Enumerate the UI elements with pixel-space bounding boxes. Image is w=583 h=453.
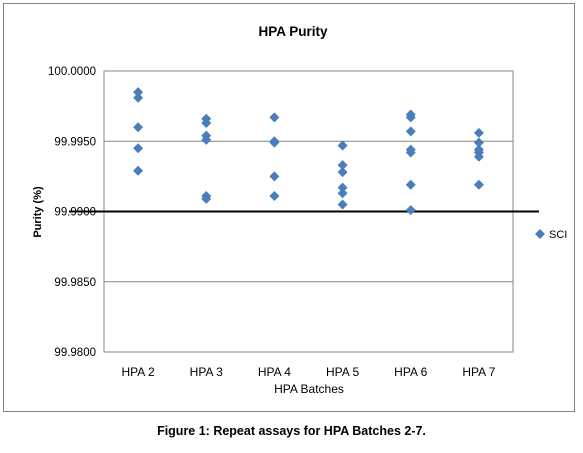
legend-label: SCI [549, 229, 567, 241]
data-point [337, 160, 348, 171]
data-point [405, 179, 416, 190]
y-axis-title: Purity (%) [32, 186, 44, 238]
data-points [133, 87, 484, 216]
data-point [337, 167, 348, 178]
y-tick-label: 99.9800 [54, 347, 96, 359]
data-point [405, 205, 416, 216]
x-tick-label: HPA 5 [326, 365, 359, 379]
data-point [473, 137, 484, 148]
data-point [269, 171, 280, 182]
x-axis-title: HPA Batches [274, 382, 344, 396]
data-point [201, 193, 212, 204]
data-point [405, 147, 416, 158]
data-point [133, 92, 144, 103]
data-point [133, 87, 144, 98]
chart-svg: HPA Purity 99.980099.985099.990099.99501… [32, 24, 567, 396]
figure-caption: Figure 1: Repeat assays for HPA Batches … [157, 424, 426, 438]
data-point [269, 137, 280, 148]
data-point [473, 127, 484, 138]
x-tick-labels: HPA 2 HPA 3 HPA 4 HPA 5 HPA 6 HPA 7 [122, 365, 496, 379]
data-point [405, 112, 416, 123]
data-point [133, 143, 144, 154]
data-point [337, 140, 348, 151]
x-tick-label: HPA 7 [462, 365, 495, 379]
data-point [133, 165, 144, 176]
data-point [337, 182, 348, 193]
x-tick-label: HPA 2 [122, 365, 155, 379]
chart-frame: HPA Purity 99.980099.985099.990099.99501… [3, 3, 575, 412]
data-point [337, 188, 348, 199]
data-point [473, 151, 484, 162]
x-tick-label: HPA 4 [258, 365, 291, 379]
x-tick-label: HPA 6 [394, 365, 427, 379]
data-point [269, 191, 280, 202]
data-point [473, 179, 484, 190]
y-tick-label: 99.9850 [54, 277, 96, 289]
chart-title: HPA Purity [258, 24, 328, 39]
data-point [337, 199, 348, 210]
legend: SCI [535, 229, 567, 241]
legend-marker [535, 229, 545, 239]
y-tick-label: 100.0000 [48, 66, 96, 78]
data-point [201, 134, 212, 145]
data-point [269, 112, 280, 123]
x-tick-label: HPA 3 [190, 365, 223, 379]
data-point [133, 122, 144, 133]
data-point [405, 126, 416, 137]
data-point [201, 117, 212, 128]
y-tick-label: 99.9950 [54, 136, 96, 148]
